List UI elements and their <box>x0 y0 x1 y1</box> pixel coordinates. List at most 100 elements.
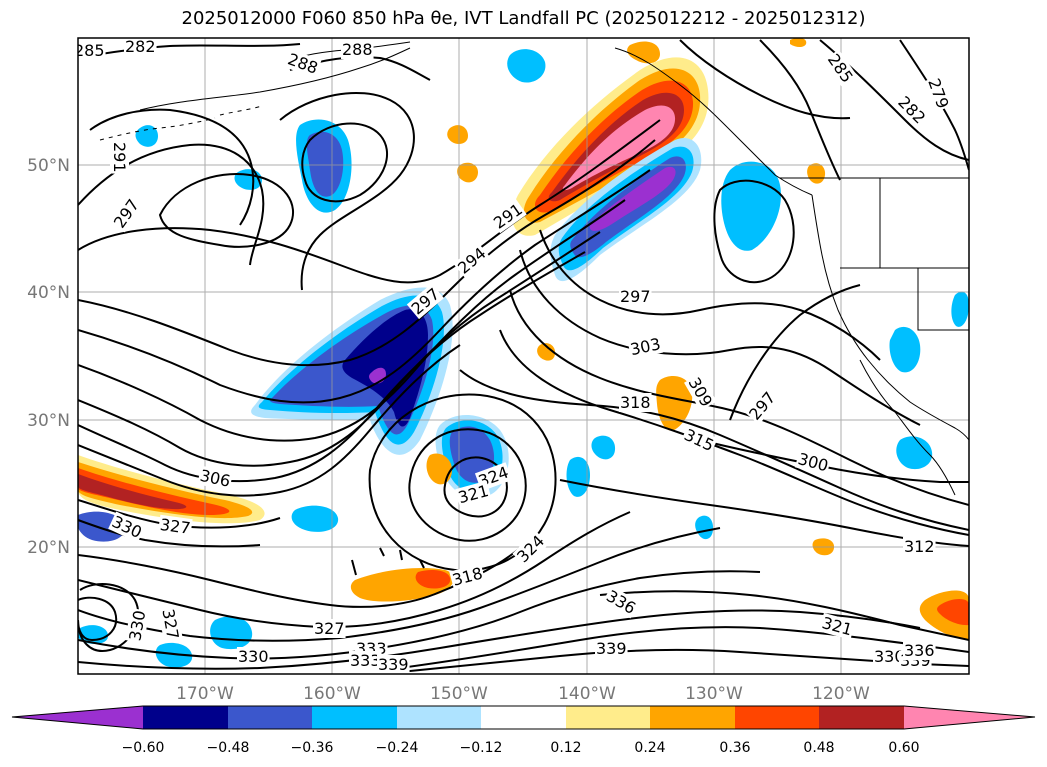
lon-label-160w: 160°W <box>303 684 361 704</box>
colorbar-bin <box>650 706 735 729</box>
contour-label-background <box>794 448 832 476</box>
shade-patch-6 <box>951 291 969 327</box>
colorbar-bin <box>819 706 904 729</box>
lat-label-30n: 30°N <box>27 411 70 431</box>
map-panel: 285 282 288 288 285 282 279 291 297 291 … <box>74 37 970 675</box>
shade-patch-5 <box>896 436 933 470</box>
contour-label: 288 <box>342 40 373 59</box>
contour-label: 327 <box>159 515 192 538</box>
shade-tropic-positive-dark <box>78 474 187 510</box>
shade-patch-13 <box>591 435 616 460</box>
colorbar-tick-label: 0.60 <box>888 740 919 756</box>
contour-label-background <box>512 530 549 568</box>
contour-ar-1 <box>78 139 656 367</box>
contour-label-background <box>744 387 781 425</box>
map-frame <box>77 37 970 675</box>
shade-tropic-positive-red <box>78 468 230 516</box>
contour-label-background <box>349 651 382 670</box>
contour-label-background <box>903 537 936 556</box>
contour-330-south <box>78 570 761 660</box>
colorbar: −0.60 −0.48 −0.36 −0.24 −0.12 0.12 0.24 … <box>11 705 1036 756</box>
shade-patch-p5 <box>457 162 478 183</box>
contour-303 <box>519 249 921 426</box>
contour-label-background <box>406 283 444 320</box>
contour-label: 297 <box>620 287 651 306</box>
contour-label-background <box>602 585 640 619</box>
latitude-labels: 50°N 40°N 30°N 20°N <box>27 156 70 558</box>
hawaii-islands <box>351 547 425 576</box>
contour-label-background <box>313 619 346 638</box>
contour-closed-hawaii-core <box>443 456 508 518</box>
colorbar-extend-low <box>12 706 143 729</box>
contour-318 <box>459 369 969 531</box>
colorbar-tick-label: 0.36 <box>719 740 750 756</box>
map-background <box>78 38 969 674</box>
contour-sw-closed-2 <box>78 596 118 642</box>
contour-label-background <box>680 424 718 456</box>
shade-patch-p4 <box>447 125 468 144</box>
colorbar-tick-label: 0.12 <box>550 740 581 756</box>
contour-label-background <box>197 465 234 492</box>
ivt-shading <box>78 38 969 668</box>
contour-label-background <box>453 242 491 279</box>
shade-nw-blob-blue <box>306 131 344 197</box>
contour-label-background <box>341 40 374 59</box>
baja-coast <box>859 359 956 496</box>
contour-label-background <box>455 480 492 508</box>
shade-blob-30n-blue <box>449 426 495 483</box>
shade-patch-p11 <box>807 163 826 184</box>
shade-patch-p10 <box>627 41 660 64</box>
shade-patch-1 <box>507 49 546 83</box>
contour-321 <box>599 590 969 641</box>
contour-333 <box>78 609 921 670</box>
contour-330-west <box>78 519 261 548</box>
colorbar-bin <box>735 706 819 729</box>
contour-label: 339 <box>378 655 409 674</box>
contour-label-background <box>108 511 146 543</box>
contour-closed-hawaii-inner <box>408 428 527 542</box>
shade-ar-positive-pink <box>562 105 676 191</box>
contour-label-background <box>158 606 183 642</box>
contour-label-background <box>110 141 129 174</box>
shade-patch-14 <box>695 515 714 540</box>
colorbar-outline <box>11 705 1036 730</box>
contour-label-background <box>157 514 193 539</box>
lon-label-170w: 170°W <box>176 684 234 704</box>
contour-trough-1 <box>279 91 415 291</box>
contour-tropic-2 <box>78 511 631 629</box>
contour-297-east <box>539 229 881 361</box>
contour-label-background <box>823 49 858 88</box>
contour-label: 312 <box>904 537 935 556</box>
contour-ne-279 <box>899 39 969 171</box>
contour-label: 285 <box>74 41 105 60</box>
colorbar-bin <box>143 706 228 729</box>
contour-label-background <box>619 287 652 306</box>
colorbar-bin <box>481 706 566 729</box>
contour-label: 330 <box>238 647 269 666</box>
aleutian-islands <box>99 105 263 141</box>
contour-label-background <box>893 91 931 129</box>
shade-patch-7 <box>291 505 339 532</box>
contour-294-band <box>78 119 661 284</box>
contour-label: 336 <box>904 641 935 660</box>
contour-coast-closed <box>713 179 795 284</box>
contour-label-background <box>684 373 717 411</box>
contour-285-nw <box>78 43 301 59</box>
contour-label-background <box>237 647 270 666</box>
shade-patch-4 <box>889 326 921 373</box>
contour-ar-2 <box>78 169 651 404</box>
contour-306 <box>78 344 461 497</box>
contour-label-background <box>377 655 410 674</box>
contour-label-background <box>873 647 906 666</box>
colorbar-tick-label: −0.12 <box>460 740 503 756</box>
shade-central-negative-navy <box>342 309 428 427</box>
contour-336 <box>399 626 969 669</box>
lon-label-130w: 130°W <box>685 684 743 704</box>
contour-closed-2 <box>301 122 389 203</box>
colorbar-tick-label: −0.60 <box>122 740 165 756</box>
contour-327-south <box>78 527 721 642</box>
shade-patch-p3 <box>937 598 969 626</box>
lat-label-40n: 40°N <box>27 283 70 303</box>
contour-label: 333 <box>350 651 381 670</box>
